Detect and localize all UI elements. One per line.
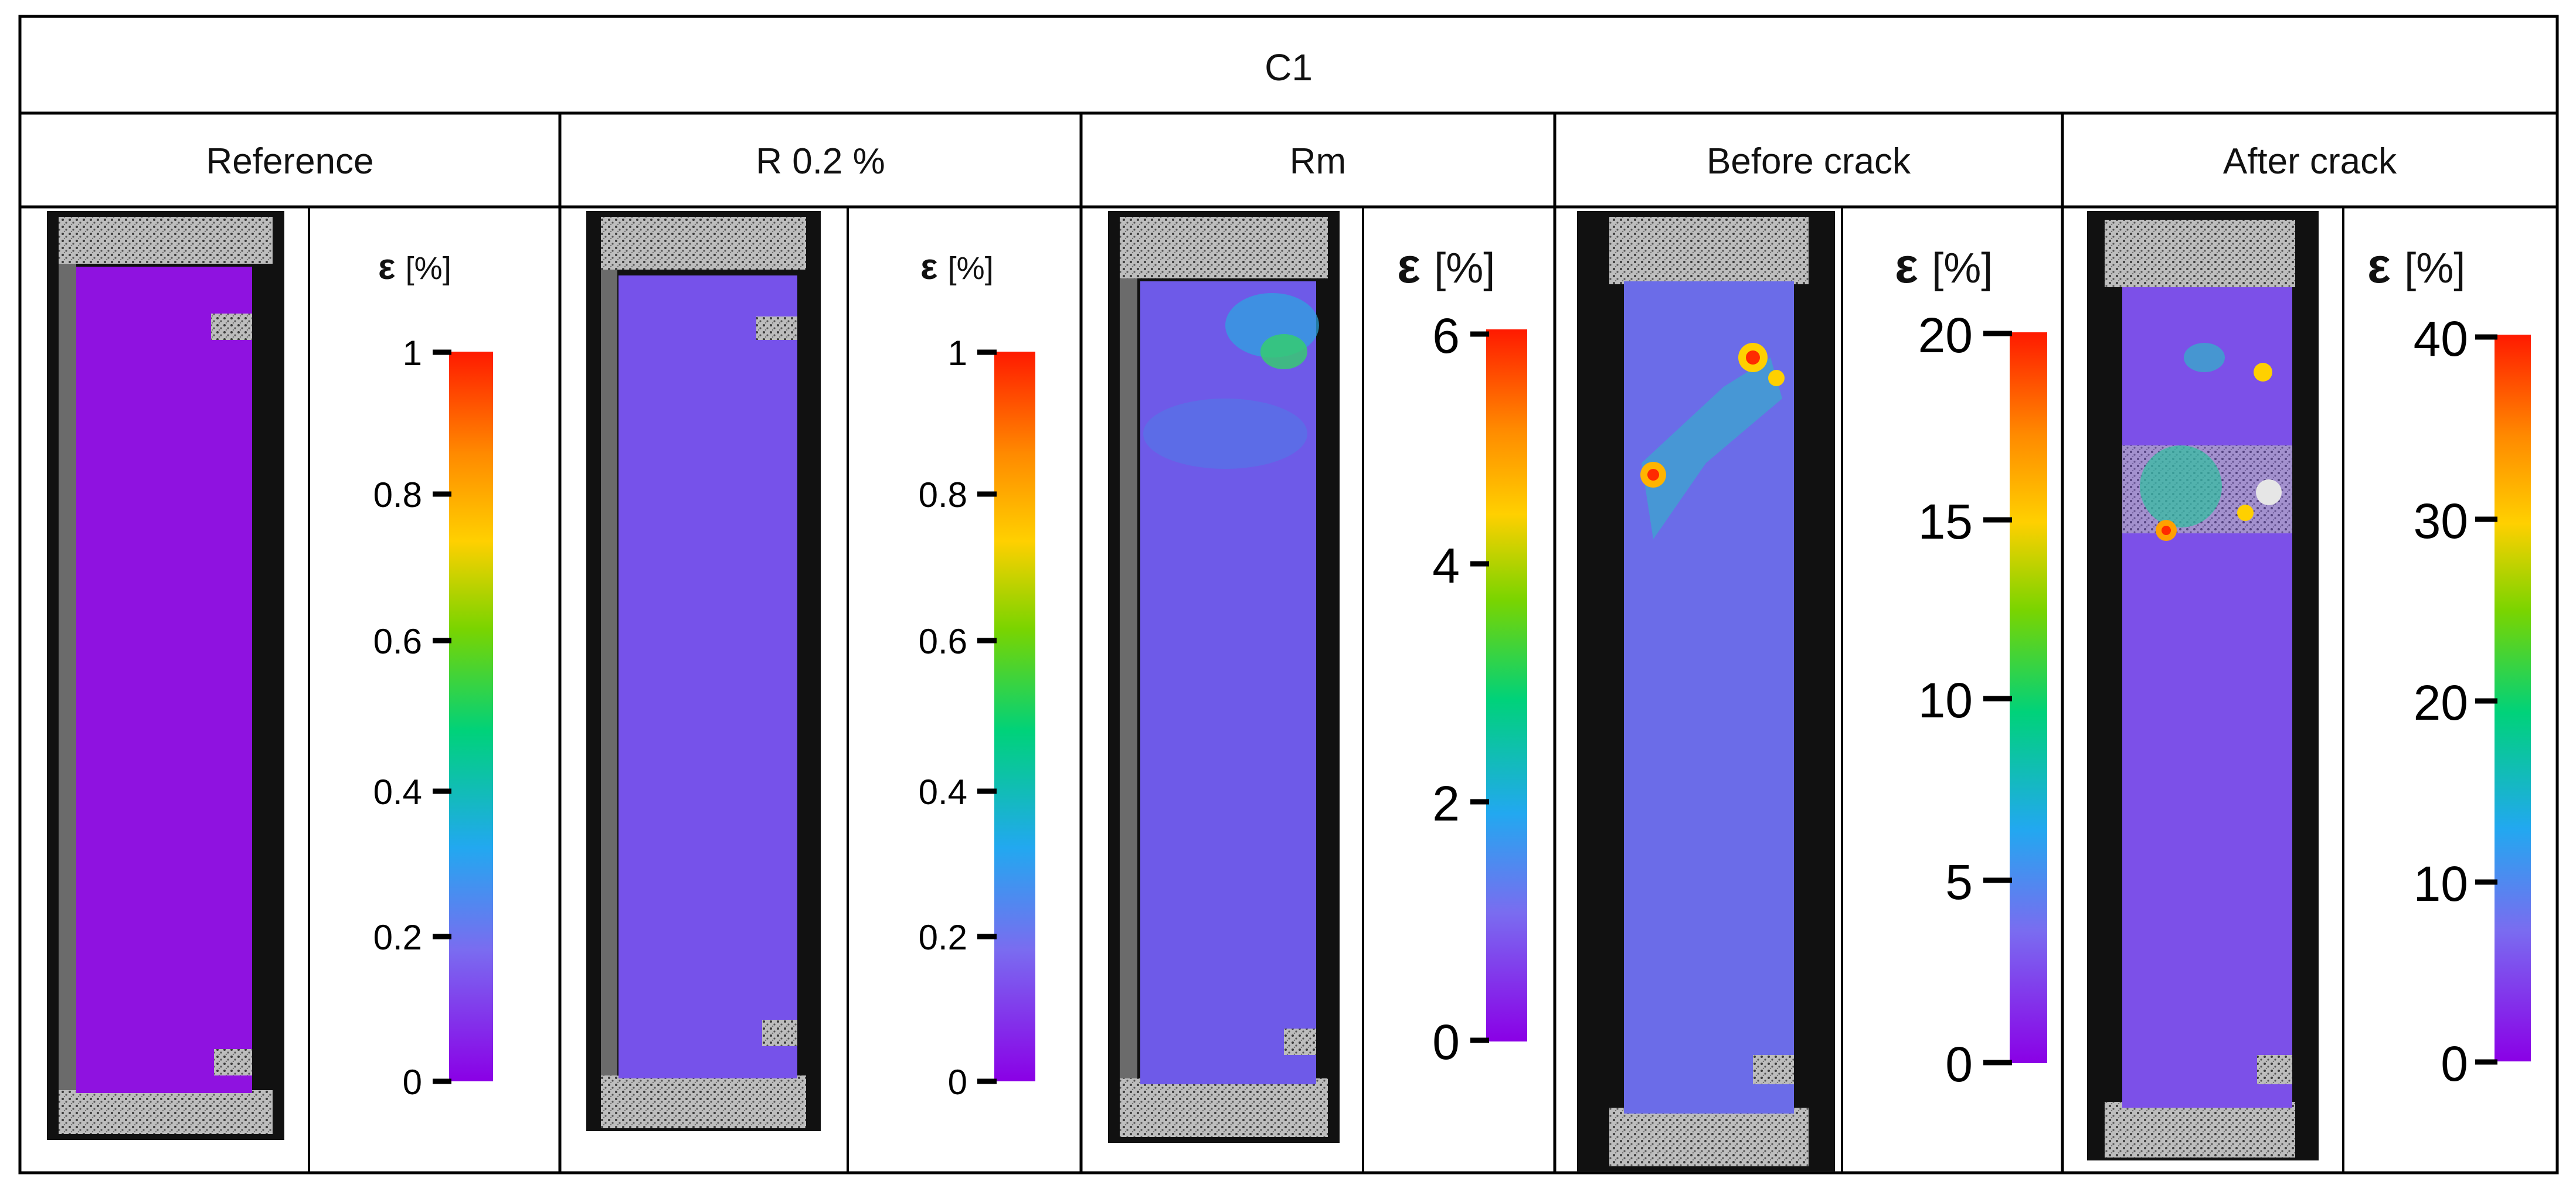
unit-label: [%] xyxy=(405,251,451,286)
column-label-before-crack: Before crack xyxy=(1706,141,1911,182)
tick-label: 20 xyxy=(2413,675,2468,730)
tick-label: 15 xyxy=(1918,494,1973,549)
tick-label: 0 xyxy=(402,1063,422,1102)
tick-label: 0.4 xyxy=(373,772,422,812)
epsilon-symbol: ε xyxy=(920,247,938,287)
tick-label: 0.6 xyxy=(918,622,967,661)
colorbar-reference xyxy=(449,352,493,1081)
tick-label: 1 xyxy=(402,333,422,373)
unit-label: [%] xyxy=(947,251,994,286)
epsilon-symbol: ε xyxy=(1895,238,1918,293)
tick-label: 0 xyxy=(947,1063,967,1102)
colorbar-title-after-crack: ε [%] xyxy=(2367,237,2465,294)
column-label-after-crack: After crack xyxy=(2222,141,2397,182)
tick-label: 0.2 xyxy=(918,918,967,957)
epsilon-symbol: ε xyxy=(2367,238,2391,293)
colorbar-after-crack xyxy=(2495,335,2531,1061)
tick-label: 20 xyxy=(1918,308,1973,363)
tick-label: 0.2 xyxy=(373,918,422,957)
colorbar-before-crack xyxy=(2010,332,2047,1063)
epsilon-symbol: ε xyxy=(1397,238,1420,293)
tick-label: 30 xyxy=(2413,493,2468,549)
tick-label: 0.6 xyxy=(373,622,422,661)
tick-label: 2 xyxy=(1432,776,1460,831)
column-label-r02: R 0.2 % xyxy=(756,141,885,182)
colorbar-rm xyxy=(1486,329,1527,1041)
unit-label: [%] xyxy=(1932,245,1993,292)
specimen-image-r02 xyxy=(586,211,821,1131)
colorbar-title-reference: ε [%] xyxy=(378,246,451,288)
table-border xyxy=(18,15,2559,1175)
table-header-title: C1 xyxy=(1265,46,1313,88)
colorbar-r02 xyxy=(994,352,1035,1081)
colorbar-title-rm: ε [%] xyxy=(1397,237,1495,294)
tick-label: 0 xyxy=(1432,1015,1460,1070)
tick-label: 6 xyxy=(1432,308,1460,363)
tick-label: 40 xyxy=(2413,311,2468,366)
tick-label: 0.8 xyxy=(918,475,967,515)
epsilon-symbol: ε xyxy=(378,247,396,287)
tick-label: 4 xyxy=(1432,538,1460,593)
specimen-image-rm xyxy=(1108,211,1340,1143)
tick-label: 0 xyxy=(2441,1036,2468,1091)
colorbar-title-r02: ε [%] xyxy=(920,246,994,288)
tick-label: 0.4 xyxy=(918,772,967,812)
tick-label: 10 xyxy=(1918,673,1973,728)
column-label-reference: Reference xyxy=(206,141,374,182)
tick-label: 5 xyxy=(1945,855,1973,910)
tick-label: 0 xyxy=(1945,1037,1973,1092)
column-label-rm: Rm xyxy=(1289,141,1347,182)
tick-label: 0.8 xyxy=(373,475,422,515)
unit-label: [%] xyxy=(1434,245,1496,292)
specimen-image-before-crack xyxy=(1577,211,1835,1172)
colorbar-title-before-crack: ε [%] xyxy=(1895,237,1993,294)
specimen-image-after-crack xyxy=(2087,211,2319,1160)
tick-label: 10 xyxy=(2413,856,2468,911)
tick-label: 1 xyxy=(947,333,967,373)
specimen-image-reference xyxy=(47,211,284,1140)
unit-label: [%] xyxy=(2404,245,2466,292)
